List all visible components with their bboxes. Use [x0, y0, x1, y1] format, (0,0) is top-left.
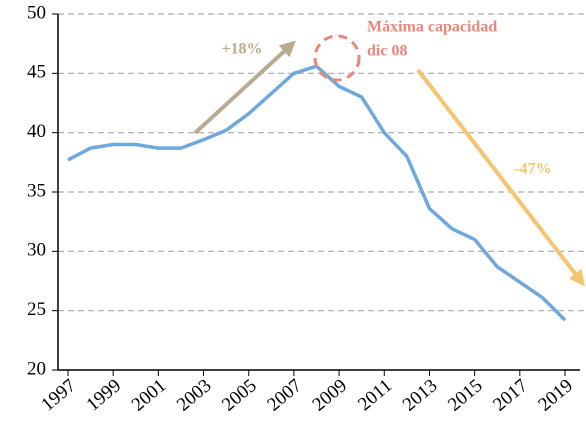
y-tick-label: 25 [27, 299, 46, 320]
y-tick-label: 50 [27, 2, 46, 23]
x-tick-label: 2017 [489, 375, 532, 416]
line [67, 64, 567, 322]
y-tick-label: 45 [27, 62, 46, 83]
x-tick-label: 1999 [83, 375, 126, 416]
arrow [193, 40, 296, 135]
annotation: Máxima capacidad [367, 19, 497, 36]
x-tick-label: 2007 [263, 375, 306, 416]
annotation: dic 08 [367, 43, 407, 60]
x-tick-label: 2003 [173, 375, 216, 416]
y-tick-label: 20 [27, 358, 46, 379]
y-tick-label: 40 [27, 121, 46, 142]
x-tick-label: 2009 [308, 375, 351, 416]
x-tick-label: 2001 [128, 375, 171, 416]
y-tick-label: 35 [27, 180, 46, 201]
highlight-circle [313, 34, 361, 82]
x-tick-label: 2005 [218, 375, 261, 416]
annotation: -47% [514, 161, 551, 178]
annotation: +18% [221, 41, 262, 58]
arrow [416, 68, 585, 287]
x-tick-label: 2011 [354, 375, 396, 415]
x-tick-label: 1997 [37, 375, 80, 416]
x-tick-label: 2013 [399, 375, 442, 416]
x-tick-label: 2019 [534, 375, 577, 416]
y-tick-label: 30 [27, 240, 46, 261]
x-tick-label: 2015 [444, 375, 487, 416]
